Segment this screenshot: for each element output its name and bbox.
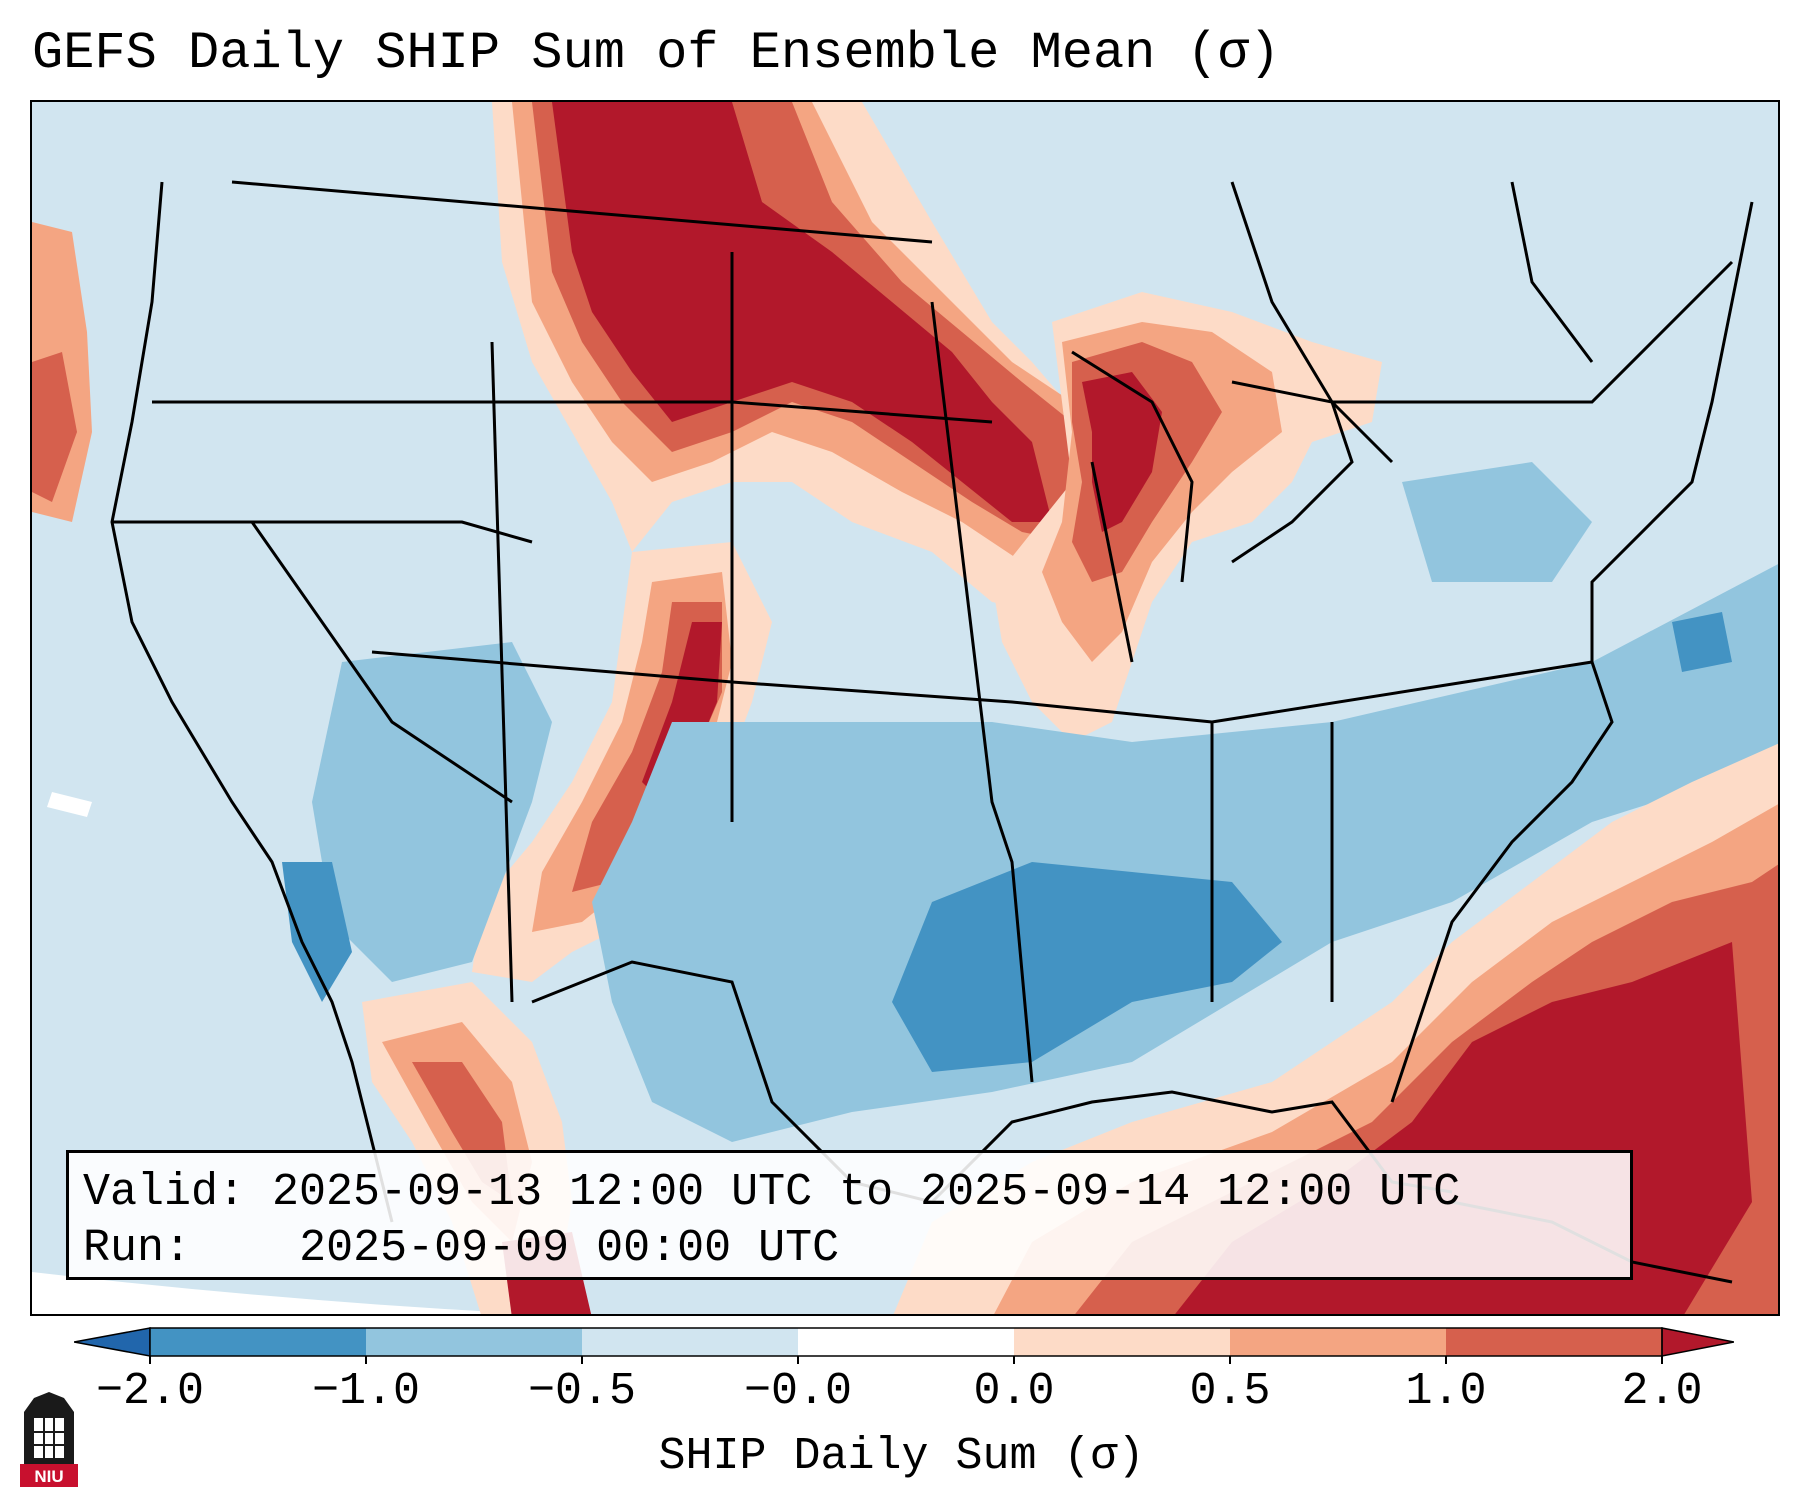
anomaly-patch	[1672, 612, 1732, 672]
colorbar-bin	[582, 1328, 798, 1356]
colorbar-tick-label: −1.0	[311, 1366, 421, 1417]
valid-run-info-box: Valid: 2025-09-13 12:00 UTC to 2025-09-1…	[66, 1150, 1633, 1280]
colorbar-bin	[1014, 1328, 1230, 1356]
colorbar-tick-label: −2.0	[95, 1366, 205, 1417]
colorbar-extend-high	[1661, 1327, 1734, 1357]
valid-label: Valid:	[83, 1167, 246, 1218]
off-projection-area	[32, 1272, 533, 1314]
colorbar-tick-label: −0.0	[743, 1366, 853, 1417]
colorbar-bin	[1230, 1328, 1446, 1356]
map-title: GEFS Daily SHIP Sum of Ensemble Mean (σ)	[32, 24, 1281, 83]
colorbar-tick-label: −0.5	[527, 1366, 637, 1417]
colorbar-extend-low	[74, 1327, 151, 1357]
anomaly-patch	[282, 862, 352, 1002]
colorbar-tick-label: 2.0	[1621, 1366, 1703, 1417]
colorbar-label: SHIP Daily Sum (σ)	[658, 1431, 1145, 1482]
anomaly-patch	[312, 642, 552, 982]
ship-field-map	[32, 102, 1778, 1314]
anomaly-patch	[592, 564, 1778, 1142]
run-label: Run:	[83, 1223, 192, 1274]
colorbar-bin	[150, 1328, 366, 1356]
colorbar-outline	[149, 1327, 1663, 1357]
colorbar-tick-label: 1.0	[1405, 1366, 1487, 1417]
valid-range: 2025-09-13 12:00 UTC to 2025-09-14 12:00…	[272, 1167, 1461, 1218]
anomaly-patch	[32, 352, 77, 502]
niu-logo: NIU	[20, 1392, 78, 1487]
anomaly-patch	[1402, 462, 1592, 582]
missing-data-patch	[47, 792, 92, 817]
colorbar-bin	[1446, 1328, 1662, 1356]
map-panel[interactable]	[30, 100, 1780, 1316]
run-time: 2025-09-09 00:00 UTC	[299, 1223, 840, 1274]
colorbar-bin	[798, 1328, 1014, 1356]
colorbar-bin	[366, 1328, 582, 1356]
colorbar	[74, 1327, 1734, 1364]
anomaly-patch	[1082, 372, 1162, 532]
logo-text: NIU	[34, 1467, 63, 1486]
anomaly-patch	[892, 862, 1282, 1072]
colorbar-tick-label: 0.0	[973, 1366, 1055, 1417]
colorbar-ticks	[149, 1356, 1663, 1364]
colorbar-tick-label: 0.5	[1189, 1366, 1271, 1417]
coastlines-and-borders	[110, 180, 1754, 1284]
